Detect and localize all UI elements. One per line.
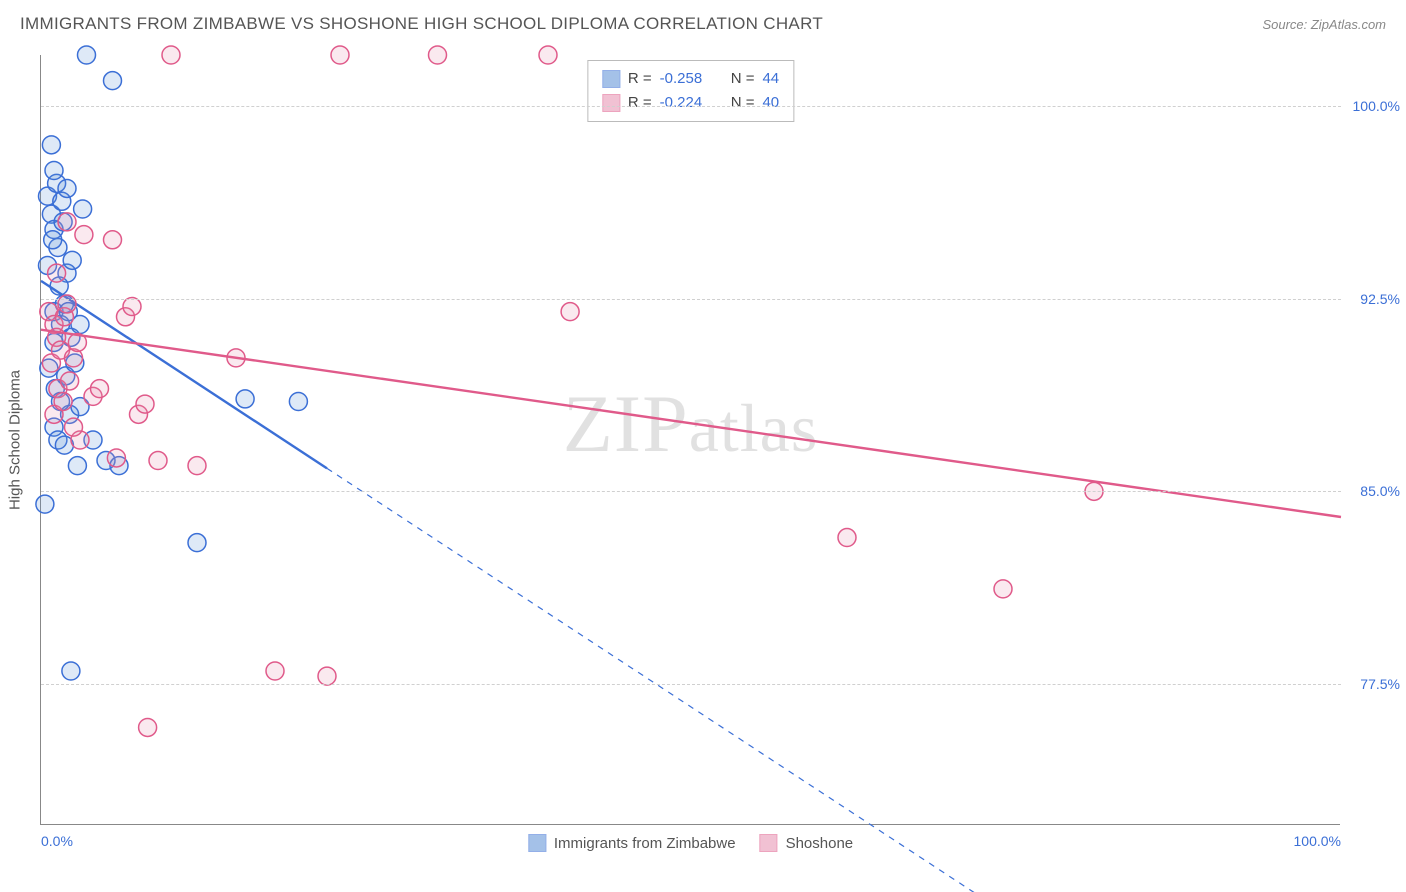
data-point (289, 393, 307, 411)
data-point (188, 534, 206, 552)
title-bar: IMMIGRANTS FROM ZIMBABWE VS SHOSHONE HIG… (0, 0, 1406, 44)
data-point (58, 295, 76, 313)
legend-r-label: R = (628, 67, 652, 91)
data-point (74, 200, 92, 218)
data-point (561, 303, 579, 321)
xtick-label: 0.0% (41, 833, 73, 849)
data-point (61, 372, 79, 390)
legend-n-label: N = (731, 67, 755, 91)
data-point (994, 580, 1012, 598)
data-point (48, 264, 66, 282)
trend-line-dashed (327, 468, 1341, 892)
legend-top: R = -0.258 N = 44R = -0.224 N = 40 (587, 60, 794, 122)
source-label: Source: ZipAtlas.com (1262, 17, 1386, 32)
legend-swatch (760, 834, 778, 852)
ytick-label: 77.5% (1345, 676, 1400, 692)
legend-swatch (602, 70, 620, 88)
trend-line-solid (41, 330, 1341, 517)
legend-swatch (602, 94, 620, 112)
data-point (42, 136, 60, 154)
data-point (236, 390, 254, 408)
data-point (318, 667, 336, 685)
data-point (45, 162, 63, 180)
data-point (838, 529, 856, 547)
data-point (58, 213, 76, 231)
data-point (91, 380, 109, 398)
legend-r-value: -0.224 (660, 91, 703, 115)
data-point (162, 46, 180, 64)
data-point (149, 452, 167, 470)
legend-n-value: 44 (762, 67, 779, 91)
data-point (65, 418, 83, 436)
legend-n-value: 40 (762, 91, 779, 115)
legend-series-label: Immigrants from Zimbabwe (554, 835, 736, 852)
data-point (62, 662, 80, 680)
data-point (139, 718, 157, 736)
data-point (68, 457, 86, 475)
legend-top-row: R = -0.224 N = 40 (602, 91, 779, 115)
data-point (36, 495, 54, 513)
plot-area: High School Diploma ZIPatlas R = -0.258 … (40, 55, 1340, 825)
legend-bottom-item: Shoshone (760, 834, 854, 852)
gridline (41, 684, 1341, 685)
data-point (104, 72, 122, 90)
ytick-label: 85.0% (1345, 483, 1400, 499)
data-point (58, 179, 76, 197)
data-point (188, 457, 206, 475)
data-point (429, 46, 447, 64)
data-point (75, 226, 93, 244)
data-point (266, 662, 284, 680)
data-point (63, 251, 81, 269)
legend-bottom-item: Immigrants from Zimbabwe (528, 834, 736, 852)
plot-wrap: High School Diploma ZIPatlas R = -0.258 … (40, 55, 1340, 825)
gridline (41, 491, 1341, 492)
data-point (136, 395, 154, 413)
legend-series-label: Shoshone (786, 835, 854, 852)
data-point (539, 46, 557, 64)
legend-swatch (528, 834, 546, 852)
legend-top-row: R = -0.258 N = 44 (602, 67, 779, 91)
data-point (44, 231, 62, 249)
ytick-label: 100.0% (1345, 98, 1400, 114)
ytick-label: 92.5% (1345, 291, 1400, 307)
y-axis-label: High School Diploma (7, 369, 24, 509)
data-point (104, 231, 122, 249)
legend-bottom: Immigrants from Zimbabwe Shoshone (528, 834, 853, 852)
legend-n-label: N = (731, 91, 755, 115)
gridline (41, 299, 1341, 300)
chart-svg (41, 55, 1341, 825)
data-point (107, 449, 125, 467)
gridline (41, 106, 1341, 107)
xtick-label: 100.0% (1286, 833, 1341, 849)
data-point (331, 46, 349, 64)
data-point (123, 298, 141, 316)
data-point (78, 46, 96, 64)
legend-r-label: R = (628, 91, 652, 115)
chart-title: IMMIGRANTS FROM ZIMBABWE VS SHOSHONE HIG… (20, 14, 823, 34)
data-point (54, 393, 72, 411)
legend-r-value: -0.258 (660, 67, 703, 91)
